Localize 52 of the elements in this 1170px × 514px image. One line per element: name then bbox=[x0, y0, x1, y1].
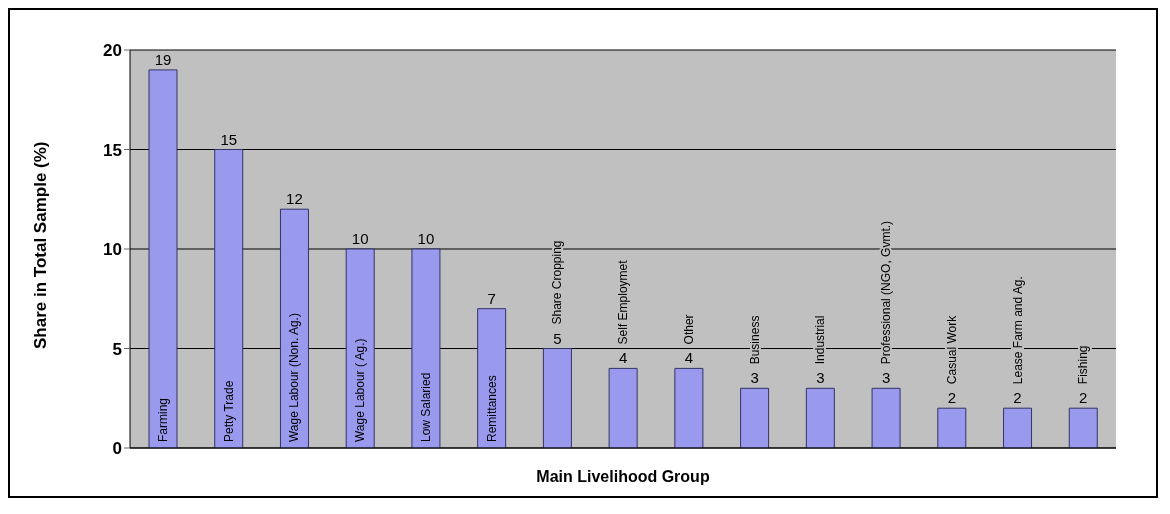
x-tick-label: Industrial bbox=[813, 315, 828, 365]
bar bbox=[608, 367, 638, 448]
y-tick-label: 15 bbox=[103, 140, 122, 160]
data-label: 3 bbox=[816, 369, 825, 387]
bar bbox=[411, 248, 441, 448]
bar bbox=[279, 208, 309, 448]
x-tick-label: Self Employmet bbox=[616, 259, 631, 345]
data-label: 2 bbox=[1079, 389, 1088, 407]
bar bbox=[214, 149, 244, 448]
bar bbox=[1068, 407, 1098, 448]
data-label: 2 bbox=[1013, 389, 1022, 407]
data-label: 2 bbox=[947, 389, 956, 407]
x-tick-label: Fishing bbox=[1076, 345, 1091, 385]
bar bbox=[937, 407, 967, 448]
x-tick-label: Farming bbox=[156, 397, 170, 442]
data-label: 19 bbox=[154, 50, 172, 68]
x-tick-label: Lease Farm and Ag. bbox=[1010, 276, 1025, 385]
data-label: 10 bbox=[351, 230, 369, 247]
bar bbox=[345, 248, 375, 448]
y-tick-label: 0 bbox=[112, 439, 122, 459]
x-tick-label: Casual Work bbox=[944, 314, 959, 385]
x-tick-label: Remittances bbox=[484, 375, 499, 442]
x-tick-label: Petty Trade bbox=[221, 380, 236, 442]
x-tick-label: Wage Labour ( Ag.) bbox=[353, 338, 368, 442]
data-label: 10 bbox=[417, 230, 435, 247]
data-label: 4 bbox=[684, 349, 694, 367]
data-label: 15 bbox=[220, 130, 238, 148]
x-tick-label: Share Cropping bbox=[550, 240, 565, 325]
bar bbox=[740, 387, 770, 448]
data-label: 3 bbox=[750, 369, 759, 387]
data-label: 4 bbox=[618, 349, 628, 367]
y-axis-title: Share in Total Sample (%) bbox=[31, 141, 51, 349]
x-tick-label: Other bbox=[681, 314, 696, 345]
bar bbox=[674, 367, 704, 448]
x-tick-label: Wage Labour (Non. Ag.) bbox=[287, 313, 302, 442]
bar bbox=[148, 69, 178, 448]
data-label: 12 bbox=[286, 190, 303, 208]
bar bbox=[477, 308, 507, 448]
x-tick-label: Professional (NGO, Gvmt.) bbox=[879, 220, 894, 365]
y-tick-label: 20 bbox=[103, 41, 122, 61]
bar bbox=[871, 387, 901, 448]
x-tick-label: Low Salaried bbox=[418, 372, 433, 442]
data-label: 5 bbox=[553, 329, 562, 347]
data-label: 7 bbox=[487, 289, 496, 307]
bar bbox=[805, 387, 835, 448]
bar bbox=[542, 348, 572, 448]
x-axis-title: Main Livelihood Group bbox=[536, 468, 710, 485]
x-tick-label: Business bbox=[747, 315, 762, 365]
bar bbox=[1003, 407, 1033, 448]
data-label: 3 bbox=[881, 369, 891, 387]
y-tick-label: 10 bbox=[103, 240, 122, 260]
y-tick-label: 5 bbox=[112, 339, 122, 359]
